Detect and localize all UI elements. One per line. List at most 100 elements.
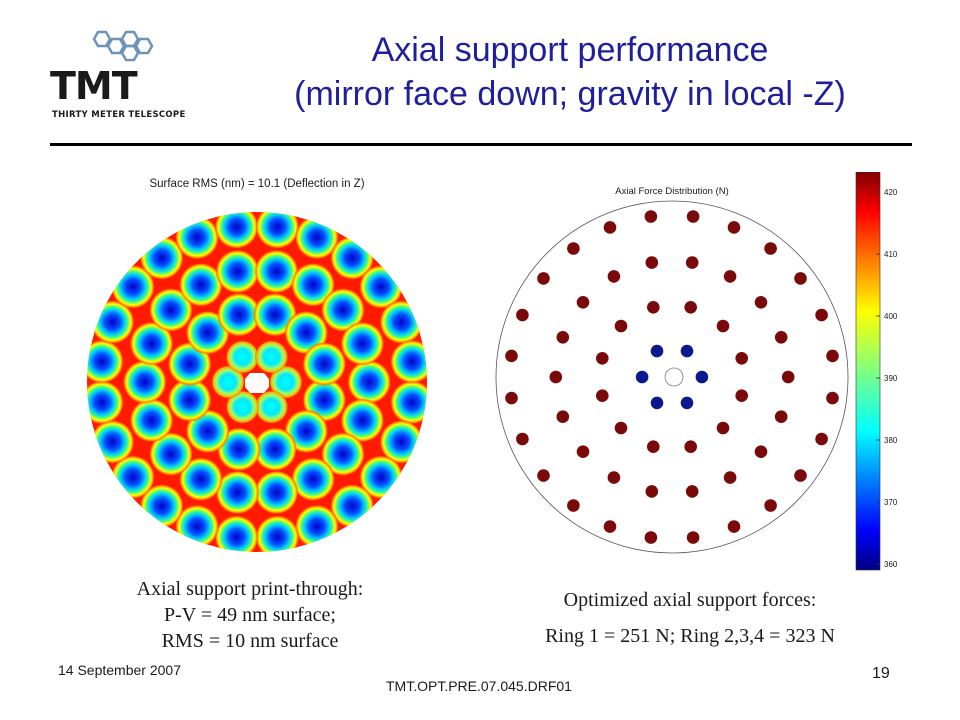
support-point bbox=[695, 370, 709, 384]
support-point bbox=[680, 344, 694, 358]
print-through-spot bbox=[129, 321, 174, 366]
print-through-spot bbox=[178, 457, 223, 502]
support-point bbox=[774, 331, 788, 344]
support-point bbox=[727, 520, 741, 533]
print-through-spot bbox=[254, 470, 299, 515]
support-points bbox=[505, 210, 839, 544]
print-through-spot bbox=[340, 321, 385, 366]
support-point bbox=[607, 471, 621, 484]
force-colorbar: 420 410 400 390 380 370 360 bbox=[855, 172, 898, 571]
print-through-spot bbox=[340, 398, 385, 443]
colorbar-gradient bbox=[855, 172, 881, 571]
axial-force-plot: Axial Force Distribution (N) bbox=[495, 186, 849, 554]
colorbar-tick-label: 390 bbox=[884, 374, 898, 383]
print-through-spot bbox=[390, 380, 427, 425]
support-point bbox=[815, 308, 828, 322]
support-point bbox=[684, 301, 697, 314]
page-number: 19 bbox=[872, 665, 890, 682]
support-point bbox=[647, 301, 660, 314]
support-point bbox=[685, 256, 699, 269]
support-point bbox=[644, 531, 658, 544]
support-point bbox=[614, 319, 628, 333]
footer-doc-id: TMT.OPT.PRE.07.045.DRF01 bbox=[386, 678, 572, 694]
axial-force-title: Axial Force Distribution (N) bbox=[615, 186, 729, 197]
support-forces-caption-line-2: Ring 1 = 251 N; Ring 2,3,4 = 323 N bbox=[545, 625, 835, 647]
print-through-spot bbox=[178, 262, 223, 307]
support-point bbox=[716, 421, 730, 435]
print-through-spot bbox=[87, 380, 124, 425]
print-through-caption-line-3: RMS = 10 nm surface bbox=[161, 630, 339, 652]
print-through-spot bbox=[215, 249, 260, 294]
support-point bbox=[603, 520, 617, 533]
support-point bbox=[650, 344, 664, 358]
central-hole-outline bbox=[664, 367, 684, 387]
print-through-caption-line-1: Axial support print-through: bbox=[136, 578, 364, 600]
support-point bbox=[686, 531, 700, 544]
logo-wordmark: TMT bbox=[50, 64, 138, 108]
support-point bbox=[826, 391, 839, 405]
support-point bbox=[764, 242, 777, 255]
print-through-spot bbox=[149, 287, 193, 332]
support-point bbox=[567, 499, 580, 512]
support-point bbox=[516, 308, 529, 322]
title-divider bbox=[50, 143, 912, 146]
print-through-spot bbox=[149, 432, 193, 477]
colorbar-tick-label: 370 bbox=[884, 498, 898, 507]
print-through-caption-line-2: P-V = 49 nm surface; bbox=[164, 604, 336, 626]
print-through-spot bbox=[225, 390, 260, 424]
support-point bbox=[516, 432, 529, 446]
support-point bbox=[644, 210, 658, 223]
colorbar-tick-label: 380 bbox=[884, 436, 898, 445]
support-point bbox=[794, 272, 807, 285]
support-forces-caption-line-1: Optimized axial support forces: bbox=[563, 589, 817, 611]
print-through-spot bbox=[253, 427, 297, 472]
support-point bbox=[647, 440, 660, 454]
support-point bbox=[596, 389, 609, 402]
footer-date: 14 September 2007 bbox=[58, 662, 181, 678]
support-point bbox=[576, 296, 590, 309]
title-line-2: (mirror face down; gravity in local -Z) bbox=[294, 75, 846, 113]
print-through-spot bbox=[254, 390, 289, 424]
print-through-spot bbox=[214, 515, 259, 552]
mirror-outline bbox=[495, 200, 849, 554]
colorbar-tick-label: 420 bbox=[884, 188, 898, 197]
support-point bbox=[505, 349, 518, 363]
print-through-spot bbox=[214, 212, 259, 249]
colorbar-tick-label: 410 bbox=[884, 250, 898, 259]
support-point bbox=[607, 270, 621, 283]
support-point bbox=[650, 396, 664, 410]
central-hole bbox=[245, 373, 269, 393]
support-point bbox=[754, 445, 768, 459]
support-point bbox=[567, 242, 580, 255]
support-point bbox=[774, 410, 788, 423]
print-through-spot bbox=[175, 215, 220, 260]
title-line-1: Axial support performance bbox=[371, 31, 769, 69]
hexagon-segments-icon bbox=[92, 30, 154, 62]
support-point bbox=[735, 352, 748, 365]
support-point bbox=[556, 410, 570, 423]
support-point bbox=[826, 349, 839, 363]
print-through-spot bbox=[379, 300, 424, 345]
print-through-spot bbox=[321, 287, 365, 332]
slide-title: Axial support performance (mirror face d… bbox=[175, 28, 960, 116]
colorbar-tick-label: 360 bbox=[884, 560, 898, 569]
surface-rms-plot: Surface RMS (nm) = 10.1 (Deflection in Z… bbox=[87, 178, 427, 552]
print-through-spot bbox=[321, 432, 365, 477]
print-through-spot bbox=[347, 360, 392, 404]
support-point bbox=[723, 270, 737, 283]
support-point bbox=[754, 296, 768, 309]
support-point bbox=[723, 471, 737, 484]
support-point bbox=[596, 352, 609, 365]
support-point bbox=[645, 256, 659, 269]
print-through-spot bbox=[390, 339, 427, 384]
support-point bbox=[781, 370, 795, 384]
print-through-spot bbox=[129, 398, 174, 443]
print-through-spot bbox=[291, 262, 336, 307]
support-point bbox=[614, 421, 628, 435]
support-point bbox=[680, 396, 694, 410]
surface-rms-title: Surface RMS (nm) = 10.1 (Deflection in Z… bbox=[149, 178, 364, 190]
support-point bbox=[764, 499, 777, 512]
support-point bbox=[603, 221, 617, 234]
print-through-spot bbox=[215, 470, 260, 515]
support-point bbox=[727, 221, 741, 234]
